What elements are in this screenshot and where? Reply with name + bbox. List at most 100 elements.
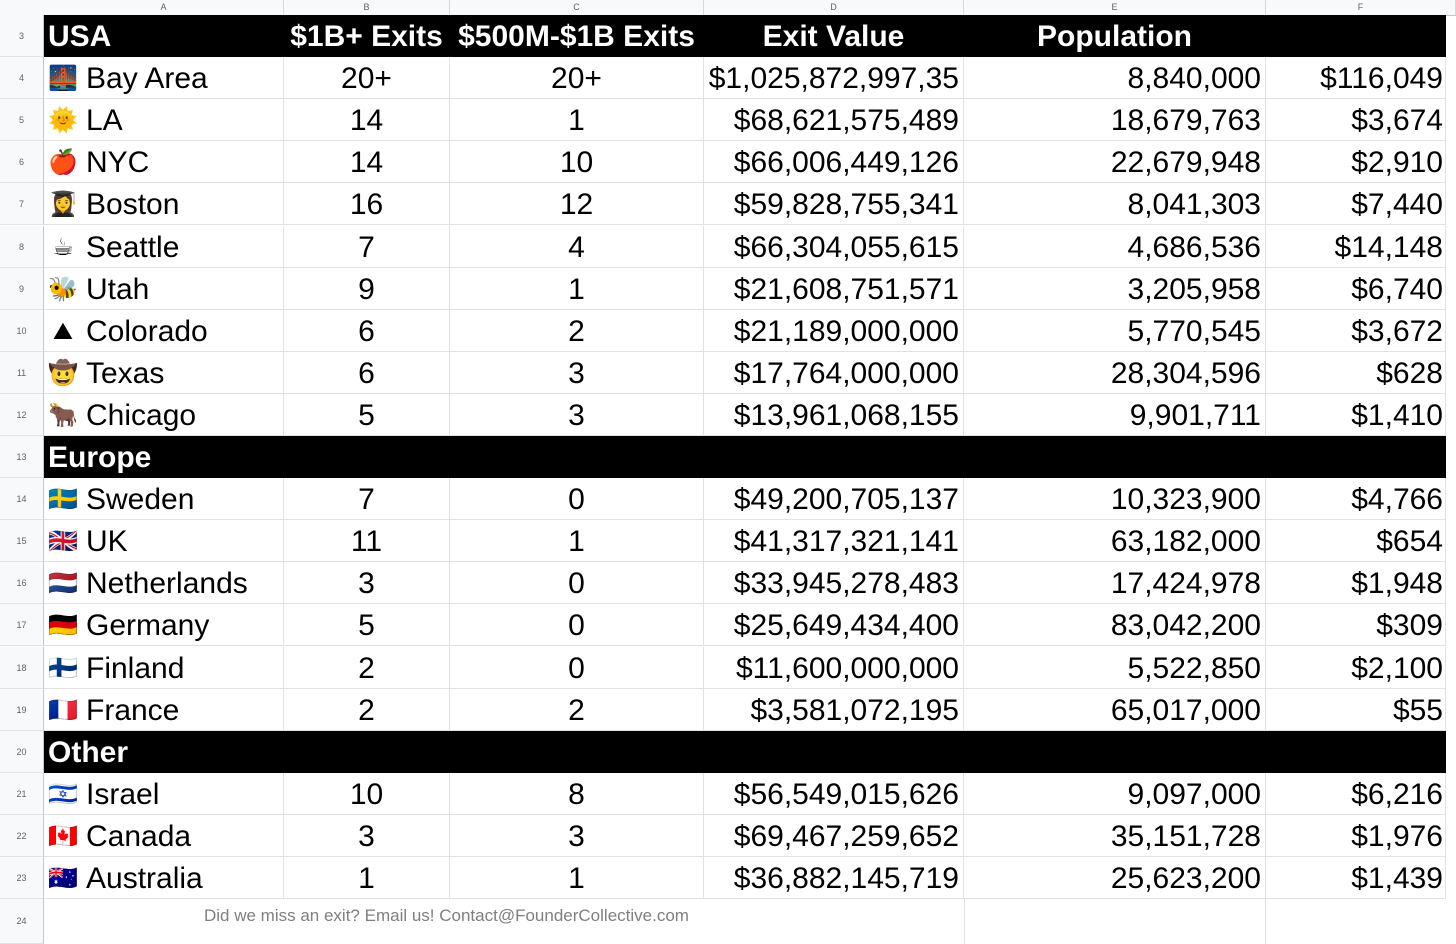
per-capita-cell[interactable]: $6,216: [1266, 772, 1446, 815]
count-1b-exits-cell[interactable]: 10: [284, 772, 450, 815]
per-capita-cell[interactable]: $14,148: [1266, 225, 1446, 268]
location-cell[interactable]: 🤠 Texas: [44, 351, 284, 394]
row-number[interactable]: 10: [0, 309, 44, 352]
row-number[interactable]: 11: [0, 351, 44, 394]
region-header-usa[interactable]: USA: [44, 15, 284, 57]
exit-value-cell[interactable]: $68,621,575,489: [704, 99, 964, 142]
per-capita-cell[interactable]: $55: [1266, 688, 1446, 731]
column-header-f[interactable]: F: [1266, 0, 1456, 15]
exit-value-cell[interactable]: $11,600,000,000: [704, 646, 964, 689]
row-number[interactable]: 24: [0, 899, 44, 944]
row-number[interactable]: 20: [0, 730, 44, 773]
location-cell[interactable]: 🐂 Chicago: [44, 393, 284, 436]
count-500m-exits-cell[interactable]: 20+: [450, 57, 704, 100]
exit-value-cell[interactable]: $56,549,015,626: [704, 772, 964, 815]
header-blank-cell[interactable]: [1266, 730, 1446, 773]
header-blank-cell[interactable]: [964, 730, 1266, 773]
exit-value-cell[interactable]: $33,945,278,483: [704, 562, 964, 605]
count-1b-exits-cell[interactable]: 9: [284, 267, 450, 310]
population-cell[interactable]: 4,686,536: [964, 225, 1266, 268]
row-number[interactable]: 17: [0, 604, 44, 647]
header-blank-cell[interactable]: [1266, 436, 1446, 478]
row-number[interactable]: 16: [0, 562, 44, 605]
row-number[interactable]: 12: [0, 393, 44, 436]
row-number[interactable]: 13: [0, 436, 44, 478]
row-number[interactable]: 22: [0, 814, 44, 857]
column-header-d[interactable]: D: [704, 0, 964, 15]
per-capita-cell[interactable]: $1,439: [1266, 857, 1446, 899]
location-cell[interactable]: 🇩🇪 Germany: [44, 604, 284, 647]
population-cell[interactable]: 63,182,000: [964, 520, 1266, 563]
per-capita-cell[interactable]: $628: [1266, 351, 1446, 394]
exit-value-cell[interactable]: $25,649,434,400: [704, 604, 964, 647]
count-500m-exits-cell[interactable]: 2: [450, 309, 704, 352]
header-per-capita[interactable]: [1266, 15, 1446, 57]
header-blank-cell[interactable]: [964, 436, 1266, 478]
per-capita-cell[interactable]: $1,976: [1266, 814, 1446, 857]
location-cell[interactable]: 🇸🇪 Sweden: [44, 478, 284, 521]
population-cell[interactable]: 5,522,850: [964, 646, 1266, 689]
count-1b-exits-cell[interactable]: 11: [284, 520, 450, 563]
per-capita-cell[interactable]: $116,049: [1266, 57, 1446, 100]
per-capita-cell[interactable]: $4,766: [1266, 478, 1446, 521]
location-cell[interactable]: 🍎 NYC: [44, 141, 284, 184]
count-500m-exits-cell[interactable]: 0: [450, 562, 704, 605]
per-capita-cell[interactable]: $1,948: [1266, 562, 1446, 605]
count-1b-exits-cell[interactable]: 16: [284, 183, 450, 226]
count-1b-exits-cell[interactable]: 6: [284, 351, 450, 394]
population-cell[interactable]: 65,017,000: [964, 688, 1266, 731]
per-capita-cell[interactable]: $6,740: [1266, 267, 1446, 310]
row-number[interactable]: 8: [0, 225, 44, 268]
population-cell[interactable]: 5,770,545: [964, 309, 1266, 352]
location-cell[interactable]: 🇨🇦 Canada: [44, 814, 284, 857]
count-500m-exits-cell[interactable]: 12: [450, 183, 704, 226]
location-cell[interactable]: 👩‍🎓 Boston: [44, 183, 284, 226]
column-header-c[interactable]: C: [450, 0, 704, 15]
exit-value-cell[interactable]: $21,189,000,000: [704, 309, 964, 352]
empty-cell[interactable]: [964, 899, 1266, 944]
count-500m-exits-cell[interactable]: 0: [450, 604, 704, 647]
row-number[interactable]: 6: [0, 141, 44, 184]
count-1b-exits-cell[interactable]: 7: [284, 225, 450, 268]
count-500m-exits-cell[interactable]: 2: [450, 688, 704, 731]
exit-value-cell[interactable]: $36,882,145,719: [704, 857, 964, 899]
count-1b-exits-cell[interactable]: 1: [284, 857, 450, 899]
row-number[interactable]: 15: [0, 520, 44, 563]
count-500m-exits-cell[interactable]: 1: [450, 857, 704, 899]
location-cell[interactable]: 🌞 LA: [44, 99, 284, 142]
location-cell[interactable]: ⛰ Colorado: [44, 309, 284, 352]
header-blank-cell[interactable]: [284, 730, 450, 773]
exit-value-cell[interactable]: $17,764,000,000: [704, 351, 964, 394]
count-500m-exits-cell[interactable]: 4: [450, 225, 704, 268]
exit-value-cell[interactable]: $59,828,755,341: [704, 183, 964, 226]
row-number[interactable]: 4: [0, 57, 44, 100]
column-header-b[interactable]: B: [284, 0, 450, 15]
count-1b-exits-cell[interactable]: 5: [284, 604, 450, 647]
row-number[interactable]: 7: [0, 183, 44, 226]
region-header-europe[interactable]: Europe: [44, 436, 284, 478]
count-500m-exits-cell[interactable]: 8: [450, 772, 704, 815]
row-number[interactable]: 5: [0, 99, 44, 142]
row-number[interactable]: 19: [0, 688, 44, 731]
population-cell[interactable]: 22,679,948: [964, 141, 1266, 184]
count-1b-exits-cell[interactable]: 6: [284, 309, 450, 352]
location-cell[interactable]: 🇫🇮 Finland: [44, 646, 284, 689]
header-blank-cell[interactable]: [704, 436, 964, 478]
count-500m-exits-cell[interactable]: 3: [450, 393, 704, 436]
count-1b-exits-cell[interactable]: 14: [284, 99, 450, 142]
exit-value-cell[interactable]: $21,608,751,571: [704, 267, 964, 310]
header-exit-value[interactable]: Exit Value: [704, 15, 964, 57]
count-1b-exits-cell[interactable]: 5: [284, 393, 450, 436]
location-cell[interactable]: 🇳🇱 Netherlands: [44, 562, 284, 605]
population-cell[interactable]: 8,840,000: [964, 57, 1266, 100]
exit-value-cell[interactable]: $49,200,705,137: [704, 478, 964, 521]
header-1b-exits[interactable]: $1B+ Exits: [284, 15, 450, 57]
header-500m-1b-exits[interactable]: $500M-$1B Exits: [450, 15, 704, 57]
population-cell[interactable]: 10,323,900: [964, 478, 1266, 521]
per-capita-cell[interactable]: $654: [1266, 520, 1446, 563]
location-cell[interactable]: 🇫🇷 France: [44, 688, 284, 731]
row-number[interactable]: 23: [0, 857, 44, 899]
column-header-e[interactable]: E: [964, 0, 1266, 15]
per-capita-cell[interactable]: $7,440: [1266, 183, 1446, 226]
column-header-a[interactable]: A: [44, 0, 284, 15]
